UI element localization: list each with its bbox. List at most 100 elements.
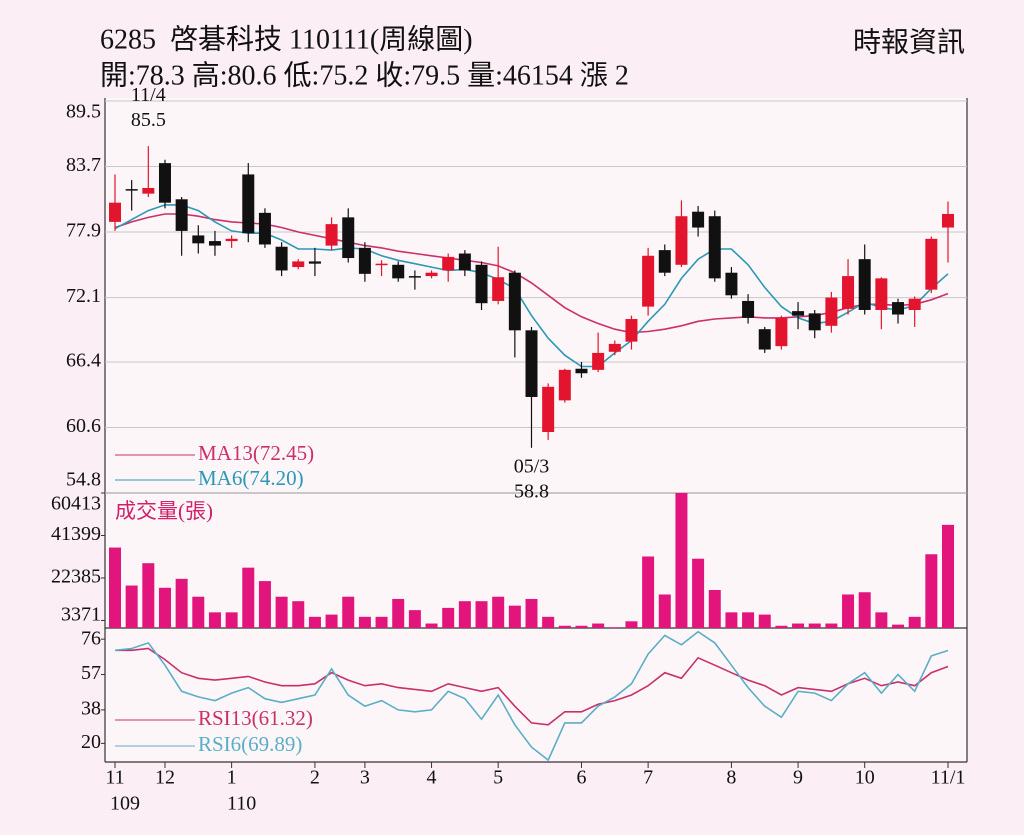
volume-bar xyxy=(125,585,138,628)
volume-bar xyxy=(242,567,255,628)
volume-bar xyxy=(908,616,921,628)
volume-bar xyxy=(142,563,155,628)
candle-body xyxy=(542,386,555,432)
candle-body xyxy=(142,187,155,194)
volume-bar xyxy=(275,596,288,628)
volume-bar xyxy=(192,596,205,628)
x-tick-label: 7 xyxy=(643,767,653,789)
candle-body xyxy=(575,368,588,374)
volume-bar xyxy=(892,624,905,628)
candle-body xyxy=(358,247,371,274)
volume-bar xyxy=(925,554,938,628)
candle-body xyxy=(675,216,688,265)
x-tick-label: 8 xyxy=(726,767,736,789)
candle-body xyxy=(308,261,321,264)
candle-body xyxy=(825,297,838,326)
volume-title: 成交量(張) xyxy=(115,499,213,523)
candle-body xyxy=(858,259,871,310)
volume-bar xyxy=(492,596,505,628)
volume-bar xyxy=(542,616,555,628)
y-tick-label: 41399 xyxy=(51,523,101,545)
candle-body xyxy=(492,277,505,301)
annotation-label: 05/3 xyxy=(514,455,550,477)
candle-body xyxy=(109,202,121,222)
plot-background xyxy=(105,98,967,762)
candle-body xyxy=(442,256,455,271)
volume-bar xyxy=(625,621,638,628)
volume-bar xyxy=(475,601,488,628)
x-tick-label: 10 xyxy=(855,767,875,789)
volume-bar xyxy=(758,614,771,628)
y-tick-label: 38 xyxy=(81,697,101,719)
volume-bar xyxy=(775,625,788,628)
volume-bar xyxy=(642,556,655,628)
y-tick-label: 60413 xyxy=(51,493,101,515)
x-tick-label: 11/1 xyxy=(931,767,966,789)
candle-body xyxy=(525,330,538,397)
candle-body xyxy=(275,246,288,271)
candle-body xyxy=(558,369,571,401)
y-tick-label: 72.1 xyxy=(66,285,101,307)
x-tick-label: 5 xyxy=(493,767,503,789)
volume-bar xyxy=(875,612,888,628)
volume-bar xyxy=(658,594,671,628)
candle-body xyxy=(742,300,755,318)
legend-label: RSI13(61.32) xyxy=(198,706,313,730)
x-sub-label: 110 xyxy=(227,793,256,815)
volume-bar xyxy=(592,623,605,628)
x-tick-label: 9 xyxy=(793,767,803,789)
y-tick-label: 60.6 xyxy=(66,415,101,437)
volume-bar xyxy=(725,612,738,628)
candle-body xyxy=(775,317,788,347)
volume-bar xyxy=(158,587,171,628)
summary: 開:78.3 高:80.6 低:75.2 收:79.5 量:46154 漲 2 xyxy=(100,59,629,91)
candle-body xyxy=(692,211,705,228)
candle-body xyxy=(808,313,821,331)
candle-body xyxy=(375,263,388,266)
volume-bar xyxy=(408,610,421,628)
candle-body xyxy=(642,255,655,307)
candle-body xyxy=(408,276,421,278)
volume-bar xyxy=(392,598,405,628)
candle-body xyxy=(242,174,255,234)
x-tick-label: 4 xyxy=(427,767,437,789)
candle-body xyxy=(725,272,738,296)
x-tick-label: 3 xyxy=(360,767,370,789)
y-tick-label: 76 xyxy=(81,628,101,650)
source: 時報資訊 xyxy=(853,26,965,58)
volume-bar xyxy=(458,601,471,628)
x-tick-label: 6 xyxy=(576,767,586,789)
x-tick-label: 11 xyxy=(105,767,124,789)
volume-bar xyxy=(692,558,705,628)
volume-bar xyxy=(425,623,438,628)
volume-bar xyxy=(325,614,338,628)
legend-label: RSI6(69.89) xyxy=(198,732,302,756)
x-tick-label: 2 xyxy=(310,767,320,789)
annotation-value: 58.8 xyxy=(514,480,549,502)
candle-body xyxy=(908,298,921,310)
chart-title: 6285 啓碁科技 110111(周線圖) xyxy=(100,23,473,55)
volume-bar xyxy=(208,612,221,628)
candle-body xyxy=(225,238,238,242)
candle-body xyxy=(925,238,938,290)
candle-body xyxy=(175,199,188,231)
volume-bar xyxy=(342,596,355,628)
volume-bar xyxy=(608,627,621,628)
volume-bar xyxy=(708,590,721,628)
y-tick-label: 54.8 xyxy=(66,469,101,491)
x-tick-label: 12 xyxy=(155,767,175,789)
volume-bar xyxy=(742,612,755,628)
volume-bar xyxy=(358,616,371,628)
annotation-value: 85.5 xyxy=(131,109,166,131)
volume-bar xyxy=(792,623,805,628)
candle-body xyxy=(325,224,338,246)
y-tick-label: 57 xyxy=(81,662,101,684)
volume-bar xyxy=(558,625,571,628)
legend-label: MA6(74.20) xyxy=(198,466,304,490)
volume-bar xyxy=(258,581,271,628)
candle-body xyxy=(392,264,405,279)
volume-bar xyxy=(575,625,588,628)
candle-body xyxy=(125,189,138,191)
x-tick-label: 1 xyxy=(227,767,237,789)
